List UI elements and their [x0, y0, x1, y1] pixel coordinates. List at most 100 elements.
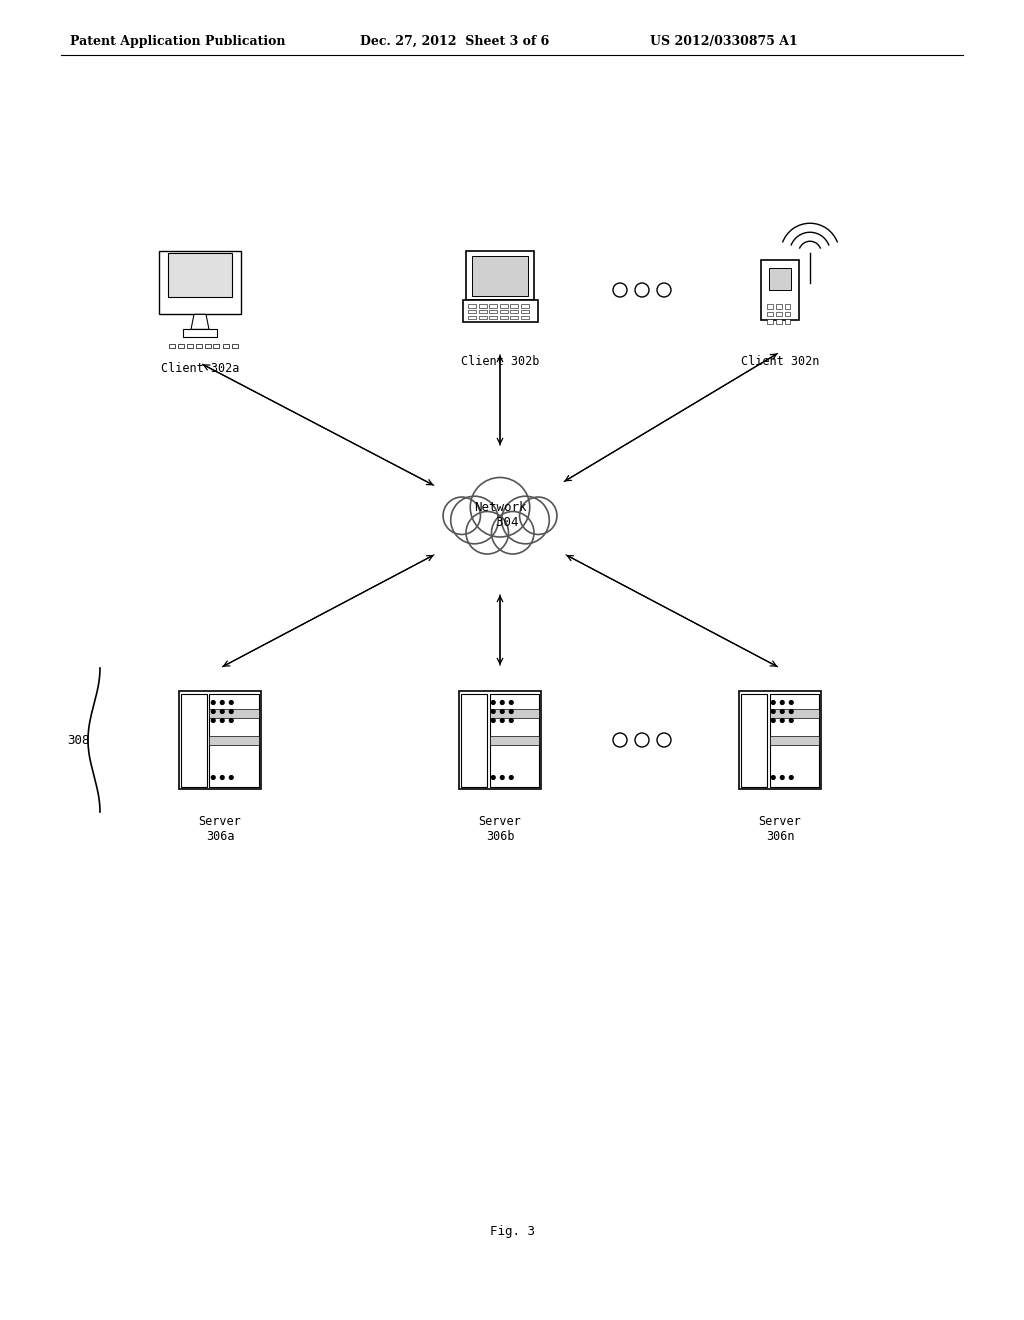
Circle shape	[492, 701, 496, 705]
FancyBboxPatch shape	[511, 315, 518, 319]
Circle shape	[613, 733, 627, 747]
Text: Dec. 27, 2012  Sheet 3 of 6: Dec. 27, 2012 Sheet 3 of 6	[360, 36, 549, 48]
FancyBboxPatch shape	[489, 304, 497, 308]
FancyBboxPatch shape	[479, 304, 486, 308]
FancyBboxPatch shape	[196, 343, 202, 348]
Circle shape	[220, 776, 224, 779]
FancyBboxPatch shape	[181, 693, 207, 787]
FancyBboxPatch shape	[466, 251, 534, 300]
Text: Network
  304: Network 304	[474, 502, 526, 529]
Circle shape	[492, 718, 496, 722]
FancyBboxPatch shape	[784, 319, 791, 323]
Circle shape	[657, 733, 671, 747]
Circle shape	[790, 710, 794, 713]
FancyBboxPatch shape	[169, 343, 174, 348]
Circle shape	[501, 776, 504, 779]
FancyBboxPatch shape	[231, 343, 238, 348]
Circle shape	[466, 511, 509, 554]
FancyBboxPatch shape	[767, 319, 772, 323]
Polygon shape	[191, 314, 209, 330]
Circle shape	[509, 701, 513, 705]
FancyBboxPatch shape	[500, 315, 508, 319]
FancyBboxPatch shape	[775, 304, 781, 309]
FancyBboxPatch shape	[183, 330, 217, 337]
FancyBboxPatch shape	[489, 693, 539, 787]
Circle shape	[492, 710, 496, 713]
FancyBboxPatch shape	[784, 304, 791, 309]
FancyBboxPatch shape	[775, 312, 781, 317]
Circle shape	[220, 718, 224, 722]
FancyBboxPatch shape	[177, 343, 183, 348]
FancyBboxPatch shape	[489, 310, 497, 313]
Circle shape	[229, 718, 233, 722]
FancyBboxPatch shape	[521, 304, 528, 308]
FancyBboxPatch shape	[784, 312, 791, 317]
Circle shape	[613, 282, 627, 297]
FancyBboxPatch shape	[511, 304, 518, 308]
FancyBboxPatch shape	[769, 268, 792, 290]
Circle shape	[790, 776, 794, 779]
FancyBboxPatch shape	[521, 315, 528, 319]
Circle shape	[501, 710, 504, 713]
Circle shape	[451, 496, 499, 544]
FancyBboxPatch shape	[769, 735, 819, 744]
Text: 308: 308	[68, 734, 90, 747]
Circle shape	[211, 701, 215, 705]
FancyBboxPatch shape	[775, 319, 781, 323]
FancyBboxPatch shape	[469, 304, 476, 308]
FancyBboxPatch shape	[205, 343, 211, 348]
Circle shape	[519, 498, 557, 535]
FancyBboxPatch shape	[469, 315, 476, 319]
Circle shape	[501, 701, 504, 705]
Circle shape	[502, 496, 549, 544]
FancyBboxPatch shape	[213, 343, 219, 348]
Circle shape	[443, 498, 480, 535]
FancyBboxPatch shape	[769, 693, 819, 787]
FancyBboxPatch shape	[179, 692, 261, 789]
Circle shape	[790, 718, 794, 722]
FancyBboxPatch shape	[738, 692, 821, 789]
Circle shape	[211, 776, 215, 779]
FancyBboxPatch shape	[511, 310, 518, 313]
FancyBboxPatch shape	[459, 692, 542, 789]
FancyBboxPatch shape	[210, 709, 259, 718]
FancyBboxPatch shape	[463, 300, 538, 322]
FancyBboxPatch shape	[761, 260, 799, 319]
Text: Client 302a: Client 302a	[161, 362, 240, 375]
FancyBboxPatch shape	[479, 310, 486, 313]
Circle shape	[509, 710, 513, 713]
Circle shape	[501, 718, 504, 722]
FancyBboxPatch shape	[489, 709, 539, 718]
Circle shape	[470, 478, 529, 537]
Circle shape	[492, 511, 534, 554]
Text: Patent Application Publication: Patent Application Publication	[70, 36, 286, 48]
Circle shape	[635, 733, 649, 747]
Circle shape	[780, 701, 784, 705]
FancyBboxPatch shape	[489, 735, 539, 744]
FancyBboxPatch shape	[210, 693, 259, 787]
Circle shape	[771, 701, 775, 705]
FancyBboxPatch shape	[489, 315, 497, 319]
Text: US 2012/0330875 A1: US 2012/0330875 A1	[650, 36, 798, 48]
Circle shape	[509, 776, 513, 779]
FancyBboxPatch shape	[472, 256, 527, 296]
Text: Server
306n: Server 306n	[759, 814, 802, 843]
Circle shape	[771, 776, 775, 779]
FancyBboxPatch shape	[767, 304, 772, 309]
Circle shape	[229, 710, 233, 713]
Text: Fig. 3: Fig. 3	[489, 1225, 535, 1238]
Circle shape	[492, 776, 496, 779]
FancyBboxPatch shape	[186, 343, 193, 348]
FancyBboxPatch shape	[222, 343, 228, 348]
Circle shape	[780, 710, 784, 713]
FancyBboxPatch shape	[521, 310, 528, 313]
Circle shape	[771, 718, 775, 722]
Circle shape	[229, 776, 233, 779]
Circle shape	[211, 710, 215, 713]
FancyBboxPatch shape	[168, 252, 231, 297]
Circle shape	[509, 718, 513, 722]
FancyBboxPatch shape	[210, 735, 259, 744]
Circle shape	[771, 710, 775, 713]
Text: Server
306b: Server 306b	[478, 814, 521, 843]
FancyBboxPatch shape	[500, 310, 508, 313]
